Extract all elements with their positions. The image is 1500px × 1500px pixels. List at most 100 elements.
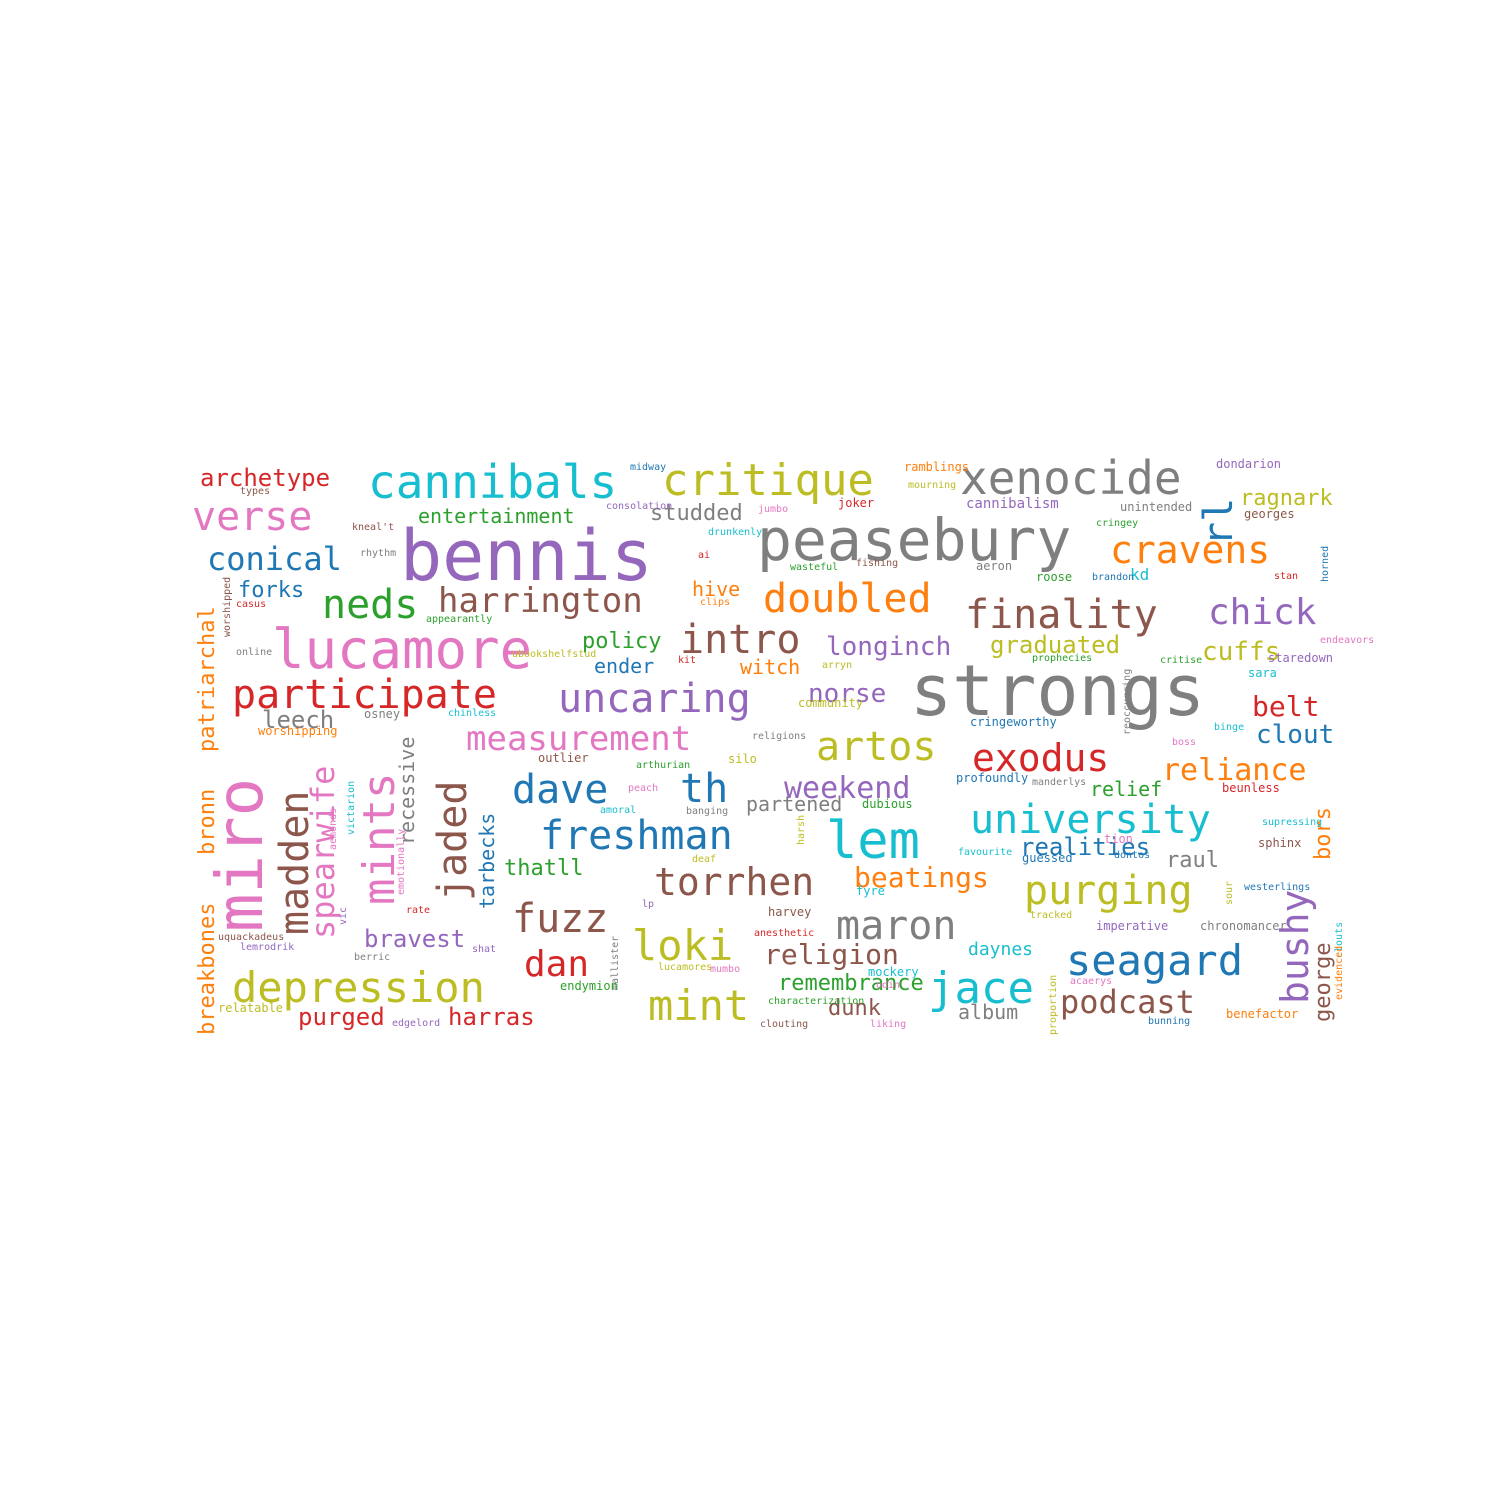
word-ubookshelfstud: ubookshelfstud	[512, 649, 596, 660]
word-strongs: strongs	[910, 650, 1205, 732]
word-longinch: longinch	[826, 632, 951, 662]
word-purging: purging	[1024, 868, 1193, 914]
word-prophecies: prophecies	[1032, 653, 1092, 664]
word-arthurian: arthurian	[636, 760, 690, 771]
word-raul: raul	[1166, 848, 1219, 873]
word-bunning: bunning	[1148, 1016, 1190, 1027]
word-bushy: bushy	[1273, 890, 1317, 1004]
word-belt: belt	[1252, 690, 1319, 723]
word-deaf: deaf	[692, 854, 716, 865]
word-wasteful: wasteful	[790, 562, 838, 573]
word-harrington: harrington	[438, 581, 643, 621]
word-evidenced: evidenced	[1334, 946, 1345, 1000]
word-religions: religions	[752, 731, 806, 742]
word-lem: lem	[826, 811, 920, 871]
word-stan: stan	[1274, 571, 1298, 582]
word-loki: loki	[632, 921, 733, 970]
word-unintended: unintended	[1120, 500, 1192, 514]
word-roose: roose	[1036, 570, 1072, 584]
word-university: university	[970, 797, 1211, 843]
word-neds: neds	[322, 582, 418, 628]
word-chronomancer: chronomancer	[1200, 919, 1287, 933]
word-rl: rl	[1196, 498, 1242, 546]
word-horned: horned	[1320, 546, 1331, 582]
word-midway: midway	[630, 462, 666, 473]
word-dave: dave	[512, 767, 608, 813]
word-silo: silo	[728, 752, 757, 766]
word-rate: rate	[406, 905, 430, 916]
word-profoundly: profoundly	[956, 771, 1028, 785]
word-dontos: dontos	[1114, 850, 1150, 861]
word-th: th	[680, 766, 728, 812]
word-benefactor: benefactor	[1226, 1007, 1298, 1021]
word-critise: critise	[1160, 655, 1202, 666]
word-breakbones: breakbones	[195, 903, 220, 1035]
word-mallister: mallister	[610, 936, 621, 990]
word-berric: berric	[354, 952, 390, 963]
word-ender: ender	[594, 654, 654, 678]
word-depression: depression	[232, 963, 485, 1012]
word-finality: finality	[965, 592, 1158, 638]
word-fyre: fyre	[856, 884, 885, 898]
word-verse: verse	[192, 494, 312, 540]
word-spearwife: spearwife	[304, 766, 342, 939]
word-clouting: clouting	[760, 1019, 808, 1030]
word-fuzz: fuzz	[512, 896, 608, 942]
word-drunkenly: drunkenly	[708, 527, 762, 538]
word-cringey: cringey	[1096, 518, 1138, 529]
word-westerlings: westerlings	[1244, 882, 1310, 893]
word-staredown: staredown	[1268, 651, 1333, 665]
word-guessed: guessed	[1022, 851, 1073, 865]
word-anesthetic: anesthetic	[754, 928, 814, 939]
word-harras: harras	[448, 1003, 535, 1031]
word-hive: hive	[692, 577, 740, 601]
word-thatll: thatll	[504, 856, 583, 881]
word-recessive: recessive	[395, 737, 419, 845]
word-endymion: endymion	[560, 979, 618, 993]
word-cuffs: cuffs	[1202, 637, 1280, 667]
word-jumbo: jumbo	[758, 504, 788, 515]
word-odin: odin	[876, 980, 900, 991]
word-sphinx: sphinx	[1258, 836, 1301, 850]
word-worshipping: worshipping	[258, 724, 337, 738]
word-archetype: archetype	[200, 464, 330, 492]
word-tion: tion	[1104, 832, 1133, 846]
word-relatable: relatable	[218, 1001, 283, 1015]
word-aeron: aeron	[976, 559, 1012, 573]
word-lucamore: lucamore	[272, 618, 532, 681]
word-characterization: characterization	[768, 996, 864, 1007]
word-dunk: dunk	[828, 996, 881, 1021]
word-reliance: reliance	[1162, 753, 1307, 788]
word-studded: studded	[650, 501, 743, 526]
word-aemonds: aemonds	[328, 808, 339, 850]
word-victarion: victarion	[346, 781, 357, 835]
word-reoccurring: reoccurring	[1122, 669, 1133, 735]
word-proportion: proportion	[1048, 975, 1059, 1035]
word-purged: purged	[298, 1003, 385, 1031]
word-conical: conical	[207, 540, 342, 578]
word-realities: realities	[1020, 833, 1150, 861]
word-bennis: bennis	[400, 515, 653, 597]
word-bors: bors	[1311, 807, 1336, 860]
word-beunless: beunless	[1222, 781, 1280, 795]
word-casus: casus	[236, 599, 266, 610]
word-cannibalism: cannibalism	[966, 496, 1059, 512]
word-witch: witch	[740, 655, 800, 679]
word-sara: sara	[1248, 666, 1277, 680]
word-beatings: beatings	[854, 861, 989, 894]
word-seagard: seagard	[1066, 936, 1243, 985]
word-clout: clout	[1256, 720, 1334, 750]
word-bronn: bronn	[195, 789, 220, 855]
word-sour: sour	[1224, 881, 1235, 905]
word-harsh: harsh	[796, 815, 807, 845]
word-boss: boss	[1172, 737, 1196, 748]
word-bravest: bravest	[364, 925, 465, 953]
word-peach: peach	[628, 783, 658, 794]
word-daynes: daynes	[968, 939, 1033, 960]
word-maron: maron	[836, 903, 956, 949]
word-mint: mint	[648, 981, 749, 1030]
word-george: george	[1311, 943, 1336, 1022]
word-kneal't: kneal't	[352, 522, 394, 533]
word-jaded: jaded	[430, 781, 476, 901]
